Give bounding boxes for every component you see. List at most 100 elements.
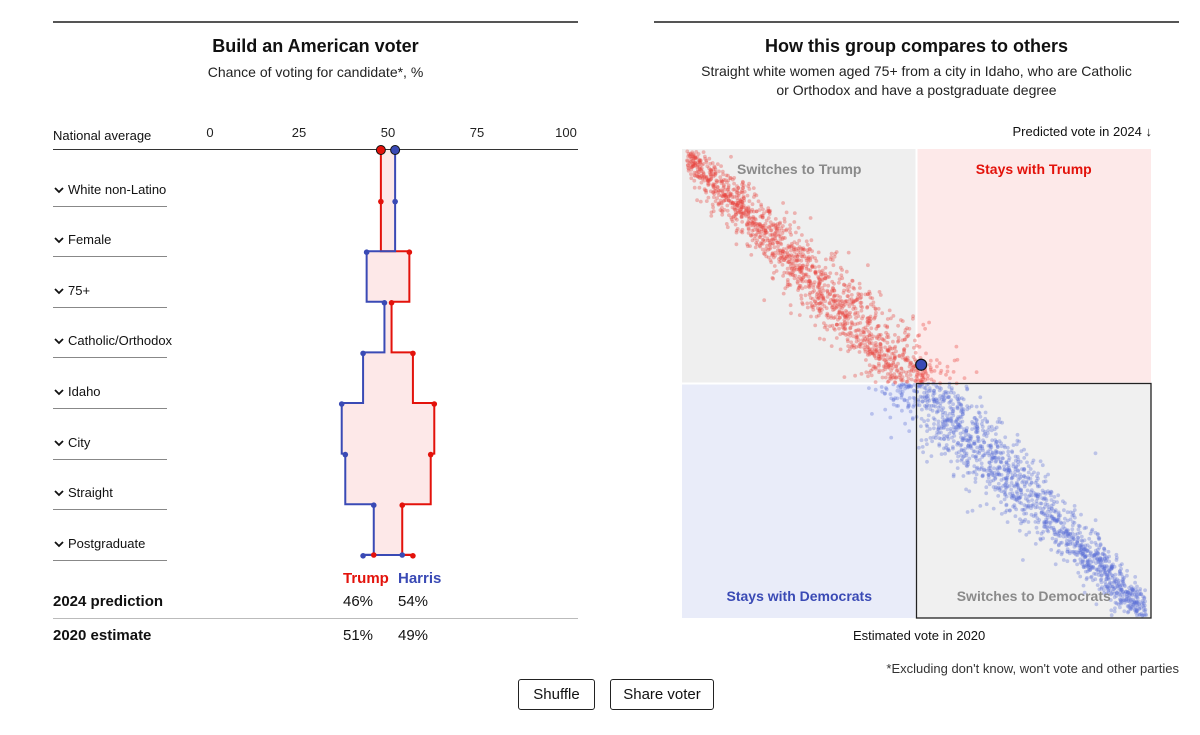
voter-point <box>996 455 1001 460</box>
voter-point <box>781 274 785 278</box>
voter-point <box>797 313 802 317</box>
attribute-label: Straight <box>68 485 113 500</box>
voter-point <box>994 425 999 430</box>
voter-point <box>952 391 956 395</box>
voter-point <box>849 297 854 301</box>
voter-point <box>692 173 697 178</box>
voter-point <box>798 283 803 288</box>
voter-point <box>692 170 697 175</box>
voter-point <box>843 327 848 331</box>
voter-point <box>744 214 748 218</box>
voter-point <box>729 217 734 222</box>
voter-point <box>899 384 903 388</box>
voter-point <box>1034 525 1039 530</box>
attribute-dropdown-orientation[interactable]: Straight <box>53 485 167 510</box>
attribute-dropdown-state[interactable]: Idaho <box>53 384 167 409</box>
voter-point <box>888 392 893 396</box>
voter-point <box>1126 610 1130 615</box>
voter-point <box>960 396 964 400</box>
trump-point <box>399 502 406 509</box>
voter-point <box>1112 579 1116 584</box>
voter-point <box>1098 542 1103 547</box>
voter-point <box>975 428 980 433</box>
attribute-dropdown-religion[interactable]: Catholic/Orthodox <box>53 333 172 358</box>
voter-point <box>689 172 693 177</box>
voter-point <box>733 200 738 205</box>
voter-point <box>972 441 977 446</box>
voter-point <box>1003 435 1008 440</box>
voter-point <box>820 286 825 290</box>
attribute-dropdown-area[interactable]: City <box>53 435 167 460</box>
voter-point <box>1046 505 1051 509</box>
voter-point <box>1004 502 1009 507</box>
voter-point <box>716 188 721 193</box>
voter-point <box>753 217 758 222</box>
voter-point <box>799 296 804 301</box>
voter-point <box>953 427 957 432</box>
voter-point <box>713 167 718 172</box>
voter-point <box>1024 532 1029 537</box>
voter-point <box>1135 596 1140 600</box>
attribute-dropdown-age[interactable]: 75+ <box>53 283 167 308</box>
voter-point <box>846 250 851 255</box>
chevron-down-icon <box>54 288 64 295</box>
voter-point <box>964 429 969 433</box>
voter-point <box>922 385 927 390</box>
voter-point <box>1020 480 1025 485</box>
voter-point <box>836 317 840 322</box>
attribute-dropdown-white[interactable]: White non-Latino <box>53 182 167 207</box>
voter-point <box>711 190 716 195</box>
voter-point <box>844 315 849 320</box>
voter-point <box>913 350 918 355</box>
voter-point <box>788 230 792 235</box>
voter-point <box>997 416 1002 421</box>
voter-point <box>1116 578 1121 583</box>
voter-point <box>761 238 765 242</box>
voter-point <box>896 335 901 340</box>
voter-point <box>986 472 991 477</box>
voter-point <box>893 380 897 384</box>
voter-point <box>1081 583 1086 588</box>
voter-point <box>873 341 878 345</box>
voter-point <box>923 326 927 331</box>
voter-point <box>741 186 745 191</box>
voter-point <box>999 451 1004 456</box>
voter-point <box>842 375 847 379</box>
voter-point <box>939 452 944 456</box>
voter-point <box>749 209 754 214</box>
attribute-dropdown-education[interactable]: Postgraduate <box>53 536 167 561</box>
voter-point <box>935 385 940 390</box>
shuffle-button[interactable]: Shuffle <box>518 679 595 710</box>
voter-point <box>1121 598 1126 603</box>
voter-point <box>855 295 860 299</box>
voter-point <box>1019 521 1023 526</box>
voter-point <box>1006 469 1011 474</box>
voter-point <box>1106 549 1111 554</box>
voter-point <box>756 230 760 235</box>
voter-point <box>691 152 696 157</box>
voter-point <box>950 409 955 414</box>
voter-point <box>1015 432 1020 437</box>
voter-point <box>973 480 978 484</box>
voter-point <box>1052 528 1056 533</box>
voter-point <box>985 420 989 424</box>
share-voter-button[interactable]: Share voter <box>610 679 714 710</box>
voter-point <box>869 302 873 307</box>
voter-point <box>745 244 750 249</box>
attribute-dropdown-female[interactable]: Female <box>53 232 167 257</box>
voter-point <box>885 325 890 330</box>
voter-point <box>788 271 793 275</box>
voter-point <box>1065 550 1070 554</box>
voter-point <box>780 262 785 267</box>
voter-point <box>709 214 714 218</box>
voter-point <box>1051 525 1056 530</box>
voter-point <box>1011 464 1016 469</box>
voter-point <box>905 343 909 348</box>
voter-point <box>737 208 742 213</box>
voter-point <box>798 250 803 255</box>
voter-point <box>989 456 994 461</box>
voter-point <box>1110 584 1115 589</box>
voter-point <box>747 181 751 186</box>
voter-point <box>810 264 814 269</box>
voter-point <box>1079 534 1084 539</box>
